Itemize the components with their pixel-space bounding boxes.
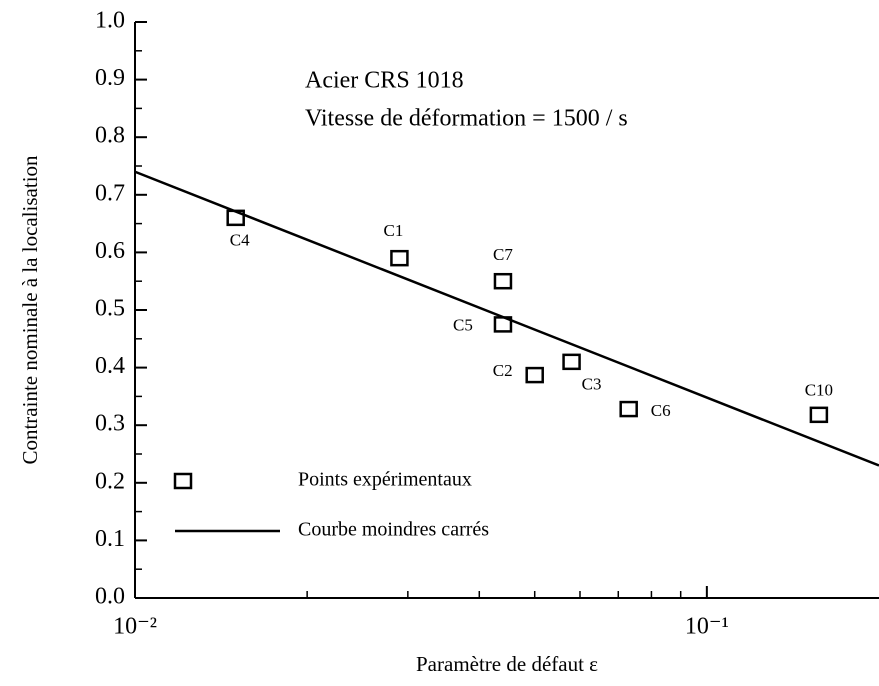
- legend-label: Points expérimentaux: [298, 469, 472, 491]
- point-label: C5: [453, 315, 473, 334]
- y-tick-label: 0.0: [95, 584, 125, 610]
- y-tick-label: 1.0: [95, 8, 125, 34]
- annotation: Vitesse de déformation = 1500 / s: [305, 106, 628, 132]
- point-label: C7: [493, 245, 513, 264]
- point-label: C2: [493, 361, 513, 380]
- y-tick-label: 0.1: [95, 526, 125, 552]
- y-tick-label: 0.8: [95, 123, 125, 149]
- data-point: [809, 406, 829, 424]
- y-tick-label: 0.3: [95, 411, 125, 437]
- point-label: C1: [384, 221, 404, 240]
- point-label: C10: [805, 381, 833, 400]
- legend-marker: [173, 472, 193, 490]
- x-tick-label: 10⁻¹: [685, 614, 729, 640]
- x-axis-label: Paramètre de défaut ε: [416, 652, 598, 676]
- y-tick-label: 0.2: [95, 468, 125, 494]
- y-tick-label: 0.5: [95, 296, 125, 322]
- legend-label: Courbe moindres carrés: [298, 519, 489, 541]
- annotation: Acier CRS 1018: [305, 68, 464, 94]
- point-label: C3: [582, 375, 602, 394]
- y-tick-label: 0.9: [95, 65, 125, 91]
- y-tick-label: 0.4: [95, 353, 125, 379]
- x-tick-label: 10⁻²: [113, 614, 157, 640]
- point-label: C6: [651, 401, 671, 420]
- data-point: [562, 353, 581, 371]
- data-point: [525, 366, 544, 384]
- y-tick-label: 0.7: [95, 180, 125, 206]
- data-point: [390, 249, 409, 267]
- fit-line: [134, 170, 879, 467]
- data-point: [619, 400, 638, 418]
- y-axis-label: Contrainte nominale à la localisation: [18, 155, 42, 465]
- point-label: C4: [230, 231, 250, 250]
- y-tick-label: 0.6: [95, 238, 125, 264]
- data-point: [493, 272, 513, 290]
